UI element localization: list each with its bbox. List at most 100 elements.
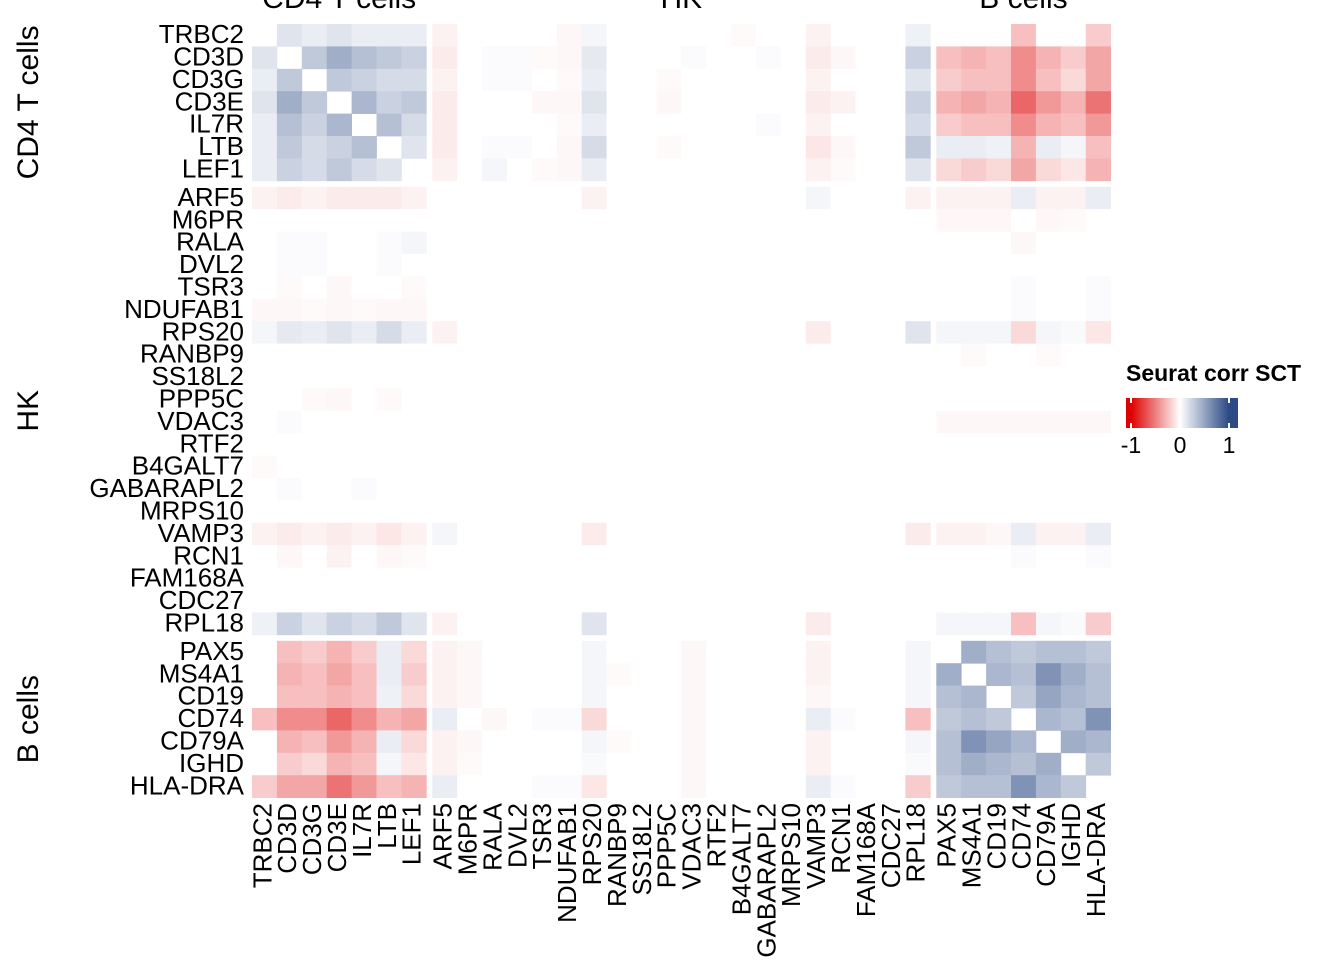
- heatmap-cell: [731, 590, 757, 613]
- heatmap-cell: [731, 68, 757, 92]
- heatmap-cell: [531, 612, 558, 636]
- heatmap-cell: [401, 478, 427, 501]
- heatmap-cell: [1060, 68, 1087, 92]
- heatmap-cell: [780, 708, 807, 731]
- heatmap-cell: [457, 500, 483, 524]
- heatmap-cell: [1011, 752, 1037, 776]
- heatmap-cell: [880, 298, 906, 322]
- heatmap-cell: [556, 113, 583, 137]
- heatmap-cell: [805, 685, 832, 709]
- heatmap-cell: [631, 209, 657, 232]
- heatmap-cell: [855, 46, 881, 70]
- heatmap-cell: [276, 254, 303, 277]
- heatmap-cell: [706, 91, 732, 114]
- heatmap-cell: [531, 500, 558, 524]
- heatmap-cell: [905, 343, 931, 367]
- heatmap-cell: [731, 343, 757, 367]
- heatmap-cell: [351, 158, 377, 182]
- heatmap-cell: [905, 231, 931, 255]
- heatmap-cell: [855, 298, 881, 322]
- heatmap-cell: [507, 663, 533, 686]
- heatmap-cell: [756, 254, 782, 277]
- heatmap-cell: [326, 254, 352, 277]
- heatmap-cell: [986, 321, 1012, 344]
- heatmap-cell: [482, 24, 508, 47]
- heatmap-cell: [326, 158, 352, 182]
- heatmap-cell: [252, 685, 278, 709]
- heatmap-cell: [326, 68, 352, 92]
- heatmap-cell: [606, 590, 632, 613]
- heatmap-cell: [276, 388, 303, 412]
- heatmap-cell: [780, 433, 807, 456]
- heatmap-cell: [507, 478, 533, 501]
- heatmap-cell: [301, 91, 328, 114]
- heatmap-cell: [457, 91, 483, 114]
- row-label: RPS20: [162, 316, 244, 346]
- heatmap-cell: [656, 545, 682, 568]
- heatmap-cell: [855, 343, 881, 367]
- heatmap-cell: [880, 433, 906, 456]
- heatmap-cell: [681, 708, 707, 731]
- heatmap-cell: [731, 113, 757, 137]
- heatmap-cell: [376, 455, 402, 479]
- heatmap-cell: [805, 343, 832, 367]
- heatmap-cell: [905, 136, 931, 159]
- column-label: LTB: [372, 803, 402, 849]
- heatmap-cell: [1085, 343, 1111, 367]
- heatmap-cell: [681, 276, 707, 300]
- heatmap-cell: [855, 775, 881, 798]
- heatmap-cell: [681, 343, 707, 367]
- heatmap-cell: [986, 158, 1012, 182]
- heatmap-cell: [482, 91, 508, 114]
- heatmap-cell: [905, 775, 931, 798]
- heatmap-cell: [731, 388, 757, 412]
- heatmap-cell: [880, 366, 906, 389]
- heatmap-cell: [936, 752, 962, 776]
- heatmap-cell: [581, 590, 607, 613]
- heatmap-cell: [606, 388, 632, 412]
- heatmap-cell: [507, 455, 533, 479]
- heatmap-cell: [252, 91, 278, 114]
- heatmap-cell: [1085, 685, 1111, 709]
- heatmap-cell: [301, 136, 328, 159]
- heatmap-cell: [581, 231, 607, 255]
- heatmap-cell: [731, 91, 757, 114]
- heatmap-cell: [1011, 298, 1037, 322]
- heatmap-cell: [706, 410, 732, 434]
- heatmap-cell: [855, 136, 881, 159]
- row-label: DVL2: [179, 249, 244, 279]
- heatmap-cell: [1035, 91, 1062, 114]
- heatmap-cell: [986, 343, 1012, 367]
- heatmap-cell: [606, 136, 632, 159]
- heatmap-cell: [681, 730, 707, 754]
- heatmap-cell: [556, 730, 583, 754]
- heatmap-cell: [482, 113, 508, 137]
- heatmap-cell: [326, 478, 352, 501]
- column-label: RPS20: [577, 803, 607, 885]
- heatmap-cell: [1060, 136, 1087, 159]
- column-label: M6PR: [453, 803, 483, 875]
- heatmap-cell: [351, 46, 377, 70]
- heatmap-cell: [656, 410, 682, 434]
- heatmap-cell: [1011, 91, 1037, 114]
- heatmap-cell: [507, 500, 533, 524]
- heatmap-cell: [880, 685, 906, 709]
- heatmap-cell: [482, 68, 508, 92]
- heatmap-cell: [986, 298, 1012, 322]
- heatmap-cell: [531, 388, 558, 412]
- heatmap-cell: [401, 68, 427, 92]
- heatmap-cell: [830, 24, 856, 47]
- heatmap-cell: [936, 158, 962, 182]
- column-label: CDC27: [876, 803, 906, 888]
- heatmap-cell: [986, 276, 1012, 300]
- heatmap-cell: [432, 68, 458, 92]
- heatmap-cell: [780, 388, 807, 412]
- heatmap-cell: [301, 298, 328, 322]
- heatmap-cell: [326, 590, 352, 613]
- heatmap-cell: [457, 321, 483, 344]
- heatmap-cell: [830, 186, 856, 210]
- heatmap-cell: [961, 730, 987, 754]
- heatmap-cell: [780, 455, 807, 479]
- heatmap-cell: [531, 46, 558, 70]
- heatmap-cell: [805, 663, 832, 686]
